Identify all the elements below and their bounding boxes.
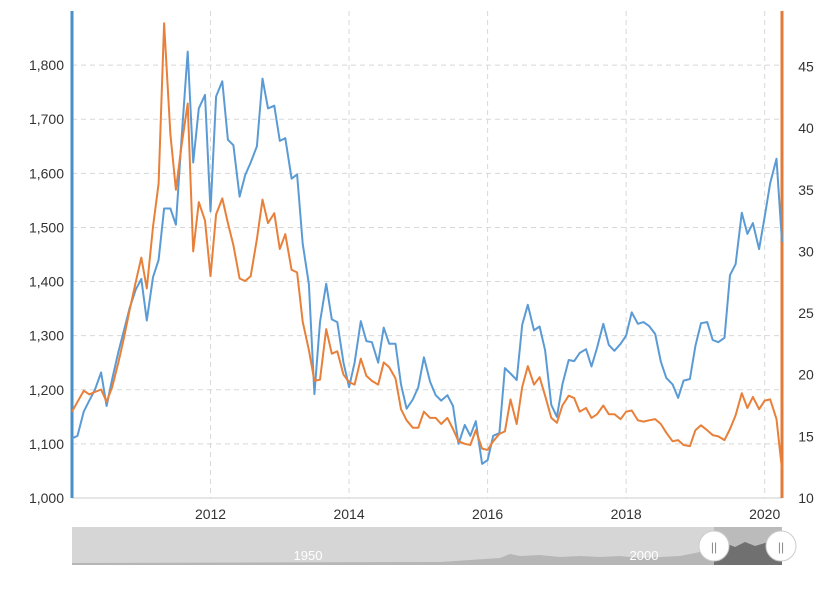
y-left-tick-label: 1,800 — [29, 57, 64, 73]
navigator-left-handle[interactable]: || — [698, 530, 730, 562]
x-tick-label: 2020 — [749, 506, 780, 522]
y-left-tick-label: 1,500 — [29, 219, 64, 235]
y-right-tick-label: 30 — [798, 243, 814, 259]
grid-layer — [72, 11, 782, 499]
y-left-tick-label: 1,400 — [29, 274, 64, 290]
y-right-tick-label: 20 — [798, 367, 814, 383]
series-line-right-axis — [71, 22, 783, 470]
x-tick-label: 2012 — [195, 506, 226, 522]
y-right-tick-label: 10 — [798, 490, 814, 506]
y-right-tick-label: 45 — [798, 58, 814, 74]
left-handle-grip-icon: || — [711, 540, 717, 554]
y-left-tick-label: 1,300 — [29, 328, 64, 344]
y-left-tick-label: 1,700 — [29, 111, 64, 127]
x-tick-label: 2016 — [472, 506, 503, 522]
axes-layer: 1,000 1,100 1,200 1,300 1,400 1,500 1,600 1,700… — [29, 11, 814, 522]
series-line-left-axis — [71, 50, 783, 465]
navigator-area — [72, 540, 782, 565]
right-handle-grip-icon: || — [778, 540, 784, 554]
y-right-tick-label: 35 — [798, 182, 814, 198]
y-right-tick-label: 25 — [798, 305, 814, 321]
y-right-tick-label: 15 — [798, 428, 814, 444]
y-left-tick-label: 1,100 — [29, 436, 64, 452]
x-tick-label: 2018 — [611, 506, 642, 522]
navigator-selected-area — [714, 540, 782, 565]
navigator-label-2000: 2000 — [630, 548, 659, 563]
navigator[interactable]: 1950 2000 || || — [72, 527, 797, 565]
y-left-tick-label: 1,200 — [29, 382, 64, 398]
x-tick-label: 2014 — [333, 506, 364, 522]
y-right-tick-label: 40 — [798, 120, 814, 136]
y-left-tick-label: 1,600 — [29, 165, 64, 181]
y-left-tick-label: 1,000 — [29, 490, 64, 506]
navigator-right-handle[interactable]: || — [765, 530, 797, 562]
navigator-label-1950: 1950 — [294, 548, 323, 563]
series-layer — [71, 22, 783, 470]
navigator-background — [72, 527, 782, 565]
